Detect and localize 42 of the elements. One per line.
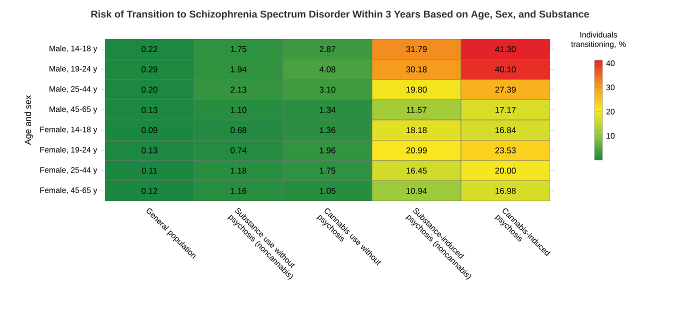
data-label: 16.98 xyxy=(496,188,516,194)
data-label: 0.13 xyxy=(142,106,158,113)
data-label: 20.00 xyxy=(495,168,516,174)
data-label: 11.57 xyxy=(406,106,426,113)
data-label: 40.10 xyxy=(495,66,516,72)
data-label: 1.18 xyxy=(230,168,246,174)
data-label: 0.13 xyxy=(142,147,158,154)
data-label: 0.09 xyxy=(142,127,158,134)
data-label: 1.75 xyxy=(230,46,246,52)
data-label: 1.05 xyxy=(320,188,336,194)
data-label: 23.53 xyxy=(495,147,516,154)
y-axis-title: Age and sex xyxy=(24,95,33,145)
data-label: 16.45 xyxy=(406,168,427,174)
data-label: 1.96 xyxy=(320,147,336,154)
data-label: 10.94 xyxy=(406,188,427,194)
chart-title: Risk of Transition to Schizophrenia Spectrum Disorder Within 3 Years Based on Age, Sex, and Substance xyxy=(91,10,590,20)
data-label: 0.22 xyxy=(142,46,158,52)
data-label: 0.11 xyxy=(142,168,158,174)
data-label: 0.20 xyxy=(142,86,158,93)
data-label: 2.13 xyxy=(230,86,246,93)
data-label: 27.39 xyxy=(495,86,516,93)
data-label: 1.94 xyxy=(230,66,246,72)
data-label: 30.18 xyxy=(406,66,427,72)
data-label: 1.36 xyxy=(320,127,336,134)
data-label: 4.08 xyxy=(319,66,336,72)
data-label: 20.99 xyxy=(406,147,427,154)
data-label: 0.12 xyxy=(142,188,158,194)
data-label: 1.10 xyxy=(230,106,246,113)
data-label: 0.29 xyxy=(142,66,158,72)
data-label: 0.68 xyxy=(230,127,246,134)
data-label: 1.34 xyxy=(320,106,336,113)
data-label: 2.87 xyxy=(320,46,336,52)
data-label: 19.80 xyxy=(406,86,427,93)
data-label: 41.30 xyxy=(495,46,516,52)
data-label: 16.84 xyxy=(496,127,516,134)
data-label: 17.17 xyxy=(496,106,516,113)
data-label: 1.16 xyxy=(230,188,246,194)
data-label: 1.75 xyxy=(320,168,336,174)
data-label: 0.74 xyxy=(230,147,246,154)
data-label: 3.10 xyxy=(320,86,336,93)
data-label: 31.79 xyxy=(406,46,427,52)
data-label: 18.18 xyxy=(406,127,427,134)
